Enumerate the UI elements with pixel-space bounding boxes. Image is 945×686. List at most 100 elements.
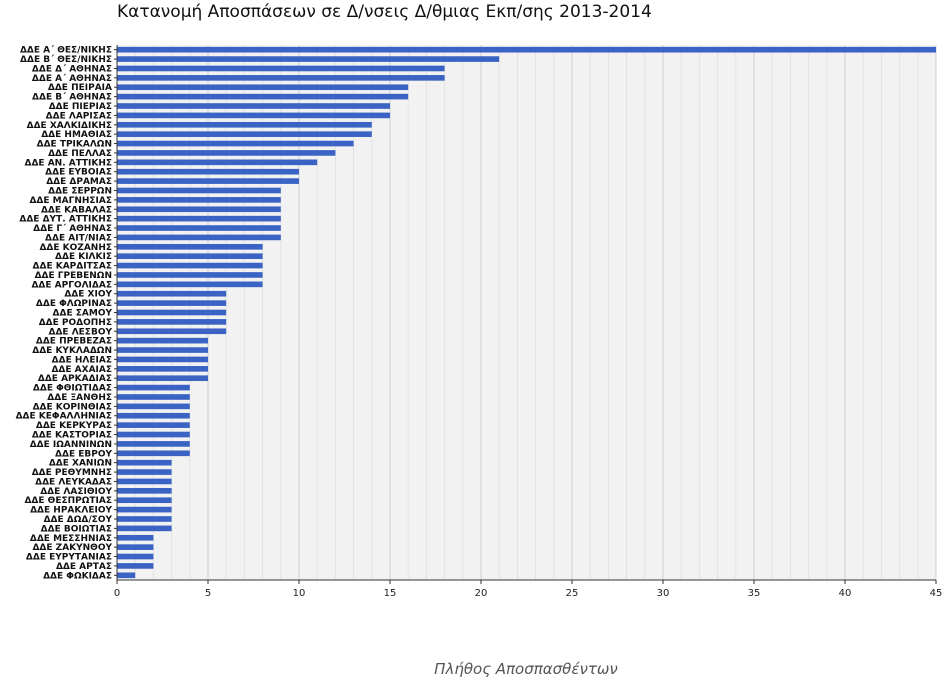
bar-54 [117, 544, 154, 550]
bar-38 [117, 394, 190, 400]
x-tick-label: 35 [748, 588, 761, 599]
bar-14 [117, 168, 299, 175]
category-label: ΔΔΕ ΚΟΡΙΝΘΙΑΣ [33, 402, 112, 412]
category-label: ΔΔΕ ΕΥΡΥΤΑΝΙΑΣ [26, 553, 112, 563]
bar-53 [117, 534, 154, 541]
bar-36 [117, 375, 208, 382]
category-label: ΔΔΕ ΕΒΡΟΥ [55, 449, 112, 459]
bar-8 [117, 112, 390, 119]
bar-55 [117, 553, 154, 560]
category-label: ΔΔΕ ΜΑΓΝΗΣΙΑΣ [29, 196, 112, 206]
bar-56 [117, 563, 154, 569]
bar-41 [117, 422, 190, 428]
category-label: ΔΔΕ Α΄ ΑΘΗΝΑΣ [32, 73, 112, 84]
x-tick-label: 45 [930, 588, 943, 599]
category-label: ΔΔΕ ΑΙΤ/ΝΙΑΣ [45, 233, 112, 243]
category-label: ΔΔΕ ΙΩΑΝΝΙΝΩΝ [30, 440, 112, 450]
category-label: ΔΔΕ Α΄ ΘΕΣ/ΝΙΚΗΣ [20, 45, 112, 56]
bar-52 [117, 525, 172, 532]
x-tick-labels: 0 5 10 15 20 25 30 35 40 45 [114, 588, 943, 599]
x-tick-label: 15 [384, 588, 397, 599]
category-label: ΔΔΕ ΗΡΑΚΛΕΙΟΥ [30, 506, 112, 516]
x-tick-label: 25 [566, 588, 579, 599]
bar-20 [117, 225, 281, 231]
category-label: ΔΔΕ ΡΕΘΥΜΝΗΣ [32, 468, 112, 478]
category-label: ΔΔΕ ΑΡΤΑΣ [56, 562, 112, 572]
bar-33 [117, 347, 208, 353]
category-label: ΔΔΕ ΗΜΑΘΙΑΣ [41, 130, 112, 140]
category-label: ΔΔΕ ΚΙΛΚΙΣ [55, 252, 112, 262]
category-label: ΔΔΕ ΑΡΚΑΔΙΑΣ [38, 374, 112, 384]
x-tick-label: 0 [114, 588, 120, 599]
category-label: ΔΔΕ ΚΑΡΔΙΤΣΑΣ [33, 262, 112, 272]
bar-28 [117, 300, 227, 306]
bar-26 [117, 281, 263, 288]
bar-3 [117, 65, 445, 72]
category-label: ΔΔΕ ΚΥΚΛΑΔΩΝ [32, 346, 112, 356]
bar-29 [117, 309, 227, 316]
category-label: ΔΔΕ ΛΕΣΒΟΥ [48, 327, 112, 337]
bar-34 [117, 356, 208, 363]
category-label: ΔΔΕ ΕΥΒΟΙΑΣ [45, 168, 112, 178]
x-tick-label: 10 [293, 588, 306, 599]
bar-18 [117, 206, 281, 213]
bars [117, 46, 936, 579]
category-label: ΔΔΕ ΚΟΖΑΝΗΣ [39, 243, 112, 253]
bar-24 [117, 262, 263, 269]
bar-25 [117, 272, 263, 278]
category-label: ΔΔΕ ΖΑΚΥΝΘΟΥ [32, 543, 112, 553]
x-tick-label: 5 [205, 588, 211, 599]
bar-1 [117, 46, 936, 53]
bar-23 [117, 253, 263, 259]
category-label: ΔΔΕ ΧΑΝΙΩΝ [49, 459, 112, 469]
category-label: ΔΔΕ ΔΩΔ/ΣΟΥ [44, 515, 113, 525]
bar-13 [117, 159, 318, 166]
bar-22 [117, 243, 263, 250]
bar-39 [117, 403, 190, 410]
bar-57 [117, 572, 136, 579]
category-label: ΔΔΕ ΔΡΑΜΑΣ [46, 177, 112, 187]
category-label: ΔΔΕ ΛΑΣΙΘΙΟΥ [40, 487, 112, 497]
bar-31 [117, 328, 227, 335]
category-label: ΔΔΕ ΠΙΕΡΙΑΣ [49, 102, 112, 112]
category-label: ΔΔΕ ΔΥΤ. ΑΤΤΙΚΗΣ [19, 215, 112, 225]
bar-51 [117, 516, 172, 522]
category-label: ΔΔΕ ΦΘΙΩΤΙΔΑΣ [33, 384, 112, 394]
category-label: ΔΔΕ ΚΑΒΑΛΑΣ [41, 205, 112, 215]
category-label: ΔΔΕ ΛΕΥΚΑΔΑΣ [35, 477, 112, 487]
category-label: ΔΔΕ ΓΡΕΒΕΝΩΝ [35, 271, 112, 281]
bar-6 [117, 93, 409, 100]
bar-7 [117, 103, 390, 109]
category-label: ΔΔΕ ΦΩΚΙΔΑΣ [43, 571, 112, 581]
chart-title: Κατανομή Αποσπάσεων σε Δ/νσεις Δ/θμιας Ε… [117, 2, 652, 22]
category-label: ΔΔΕ ΚΑΣΤΟΡΙΑΣ [32, 431, 112, 441]
bar-45 [117, 459, 172, 466]
bar-48 [117, 488, 172, 494]
category-label: ΔΔΕ ΒΟΙΩΤΙΑΣ [41, 524, 112, 534]
bar-21 [117, 234, 281, 241]
axes [114, 45, 937, 584]
bar-19 [117, 215, 281, 222]
bar-5 [117, 84, 409, 91]
category-label: ΔΔΕ ΡΟΔΟΠΗΣ [39, 318, 112, 328]
bar-27 [117, 290, 227, 297]
bar-37 [117, 384, 190, 391]
category-label: ΔΔΕ Γ΄ ΑΘΗΝΑΣ [33, 223, 112, 234]
bar-49 [117, 497, 172, 504]
bar-43 [117, 441, 190, 447]
bar-35 [117, 366, 208, 372]
category-label: ΔΔΕ ΑΧΑΙΑΣ [51, 365, 112, 375]
category-label: ΔΔΕ ΗΛΕΙΑΣ [52, 355, 112, 365]
category-label: ΔΔΕ ΘΕΣΠΡΩΤΙΑΣ [24, 496, 112, 506]
bar-47 [117, 478, 172, 485]
category-label: ΔΔΕ ΞΑΝΘΗΣ [47, 393, 112, 403]
bar-30 [117, 319, 227, 325]
category-label: ΔΔΕ ΤΡΙΚΑΛΩΝ [37, 140, 112, 150]
bar-44 [117, 450, 190, 457]
bar-42 [117, 431, 190, 438]
category-label: ΔΔΕ Β΄ ΑΘΗΝΑΣ [32, 92, 112, 103]
category-label: ΔΔΕ ΚΕΦΑΛΛΗΝΙΑΣ [16, 412, 112, 422]
category-label: ΔΔΕ ΛΑΡΙΣΑΣ [46, 111, 112, 121]
